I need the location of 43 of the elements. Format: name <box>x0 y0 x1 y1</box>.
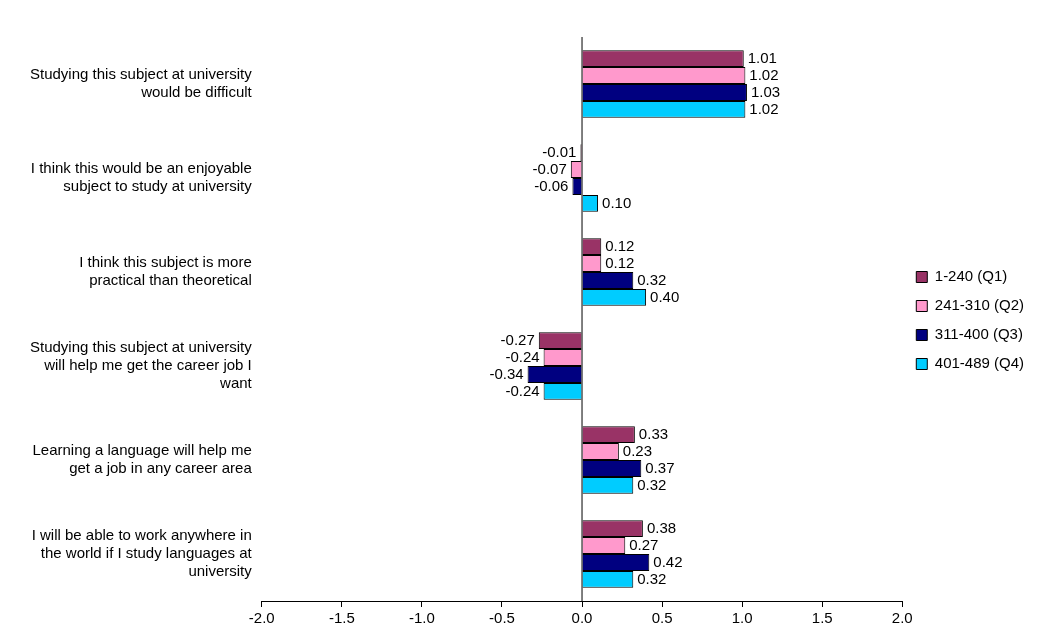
x-tick-label: 1.0 <box>731 609 753 627</box>
data-label: 0.38 <box>646 518 677 536</box>
data-label: 0.32 <box>637 475 667 493</box>
data-label: -0.24 <box>505 347 540 365</box>
legend-label: 401-489 (Q4) <box>934 354 1024 372</box>
x-tick-label: 2.0 <box>891 609 913 627</box>
data-label: 1.02 <box>749 65 779 83</box>
data-label: 0.10 <box>602 193 632 211</box>
data-label: -0.07 <box>532 159 567 177</box>
data-label: 1.03 <box>750 82 781 100</box>
data-label: 0.33 <box>638 424 669 442</box>
legend-label: 311-400 (Q3) <box>934 325 1023 343</box>
data-label: 0.40 <box>650 287 680 305</box>
y-tick-label: Studying this subject at university would be difficult <box>30 65 253 101</box>
data-label: -0.34 <box>489 364 524 382</box>
x-tick-label: -0.5 <box>489 609 515 627</box>
data-label: 1.01 <box>747 48 777 66</box>
y-tick-label: I think this subject is more practical than theoretical <box>79 253 252 289</box>
data-label: 0.42 <box>653 552 683 570</box>
y-tick-label: Studying this subject at university will help me get the career job I want <box>30 338 253 392</box>
data-label: -0.27 <box>500 330 535 348</box>
legend-label: 241-310 (Q2) <box>934 296 1024 314</box>
x-tick-label: 0.0 <box>571 609 593 627</box>
data-label: 0.12 <box>605 253 635 271</box>
x-tick-label: -1.5 <box>328 609 355 627</box>
legend-label: 1-240 (Q1) <box>934 267 1008 285</box>
data-label: 1.02 <box>749 99 779 117</box>
x-tick-label: -2.0 <box>248 609 275 627</box>
x-tick-label: -1.0 <box>408 609 435 627</box>
data-label: -0.01 <box>542 142 577 160</box>
data-label: 0.23 <box>622 441 653 459</box>
data-label: 0.37 <box>645 458 675 476</box>
y-tick-label: Learning a language will help me get a job in any career area <box>32 441 253 477</box>
data-label: 0.27 <box>629 535 659 553</box>
x-tick-label: 0.5 <box>651 609 673 627</box>
data-label: 0.12 <box>605 236 635 254</box>
data-label: -0.24 <box>505 381 540 399</box>
y-tick-label: I will be able to work anywhere in the world if I study languages at university <box>31 526 253 580</box>
y-tick-label: I think this would be an enjoyable subject to study at university <box>30 159 253 195</box>
data-label: 0.32 <box>637 270 667 288</box>
data-label: -0.06 <box>534 176 569 194</box>
x-tick-label: 1.5 <box>811 609 833 627</box>
data-label: 0.32 <box>637 569 667 587</box>
